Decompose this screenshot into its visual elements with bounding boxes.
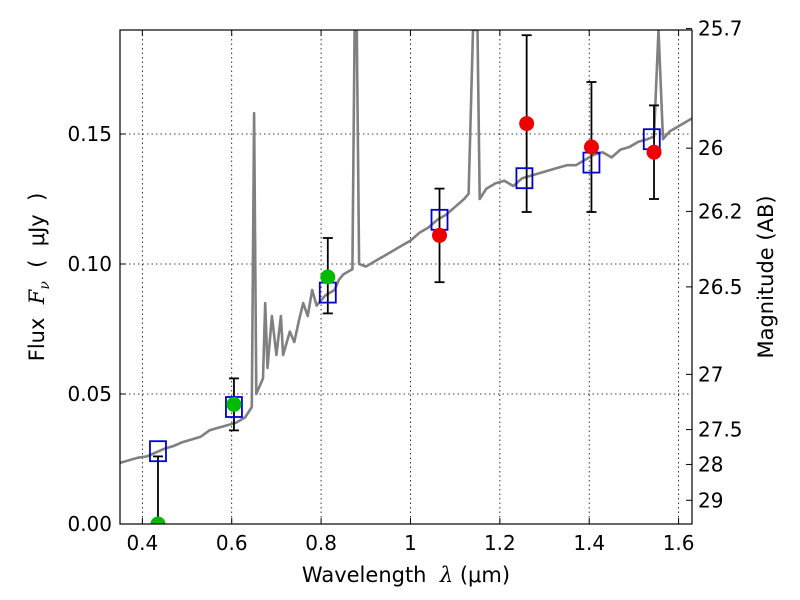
y-axis-label: Flux Fν ( μJy ) [25, 193, 53, 362]
right-tick-label: 26.2 [698, 199, 743, 223]
observed-point [150, 516, 166, 524]
right-tick-label: 27.5 [698, 418, 743, 442]
x-tick-label: 0.8 [305, 531, 337, 555]
y-tick-label: 0.05 [67, 382, 112, 406]
grid-lines [120, 30, 692, 524]
right-tick-label: 26.5 [698, 275, 743, 299]
observed-point [646, 144, 662, 160]
x-tick-label: 1.2 [484, 531, 516, 555]
right-tick-label: 28 [698, 452, 723, 476]
plot-frame [119, 29, 693, 525]
model-box-layer [149, 128, 661, 463]
y-tick-label: 0.15 [67, 122, 112, 146]
right-tick-label: 25.7 [698, 17, 743, 41]
x-axis-label: Wavelength λ (μm) [302, 563, 510, 587]
observed-point [519, 116, 535, 132]
model-box-marker [515, 167, 534, 190]
x-tick-label: 1.6 [663, 531, 695, 555]
observed-point-layer [150, 116, 662, 524]
observed-point [583, 139, 599, 155]
tick-labels: 0.4 0.6 0.8 1 1.2 1.4 1.6 0.00 0.05 0.10 0.15 25.7 2… [67, 17, 742, 555]
x-tick-label: 0.6 [216, 531, 248, 555]
y-tick-label: 0.10 [67, 252, 112, 276]
tick-marks [120, 28, 692, 525]
errorbar-layer [152, 34, 660, 524]
spectrum-line [120, 30, 692, 465]
y-tick-label: 0.00 [67, 512, 112, 536]
spectrum-layer [120, 30, 692, 465]
right-tick-label: 26 [698, 136, 723, 160]
right-tick-label: 29 [698, 488, 723, 512]
observed-point [226, 396, 242, 412]
observed-point [432, 227, 448, 243]
x-tick-label: 1.4 [573, 531, 605, 555]
observed-point [320, 269, 336, 285]
model-box-marker [149, 440, 167, 463]
right-tick-label: 27 [698, 362, 723, 386]
x-tick-label: 1 [404, 531, 417, 555]
x-tick-label: 0.4 [126, 531, 158, 555]
right-axis-label: Magnitude (AB) [754, 195, 778, 358]
